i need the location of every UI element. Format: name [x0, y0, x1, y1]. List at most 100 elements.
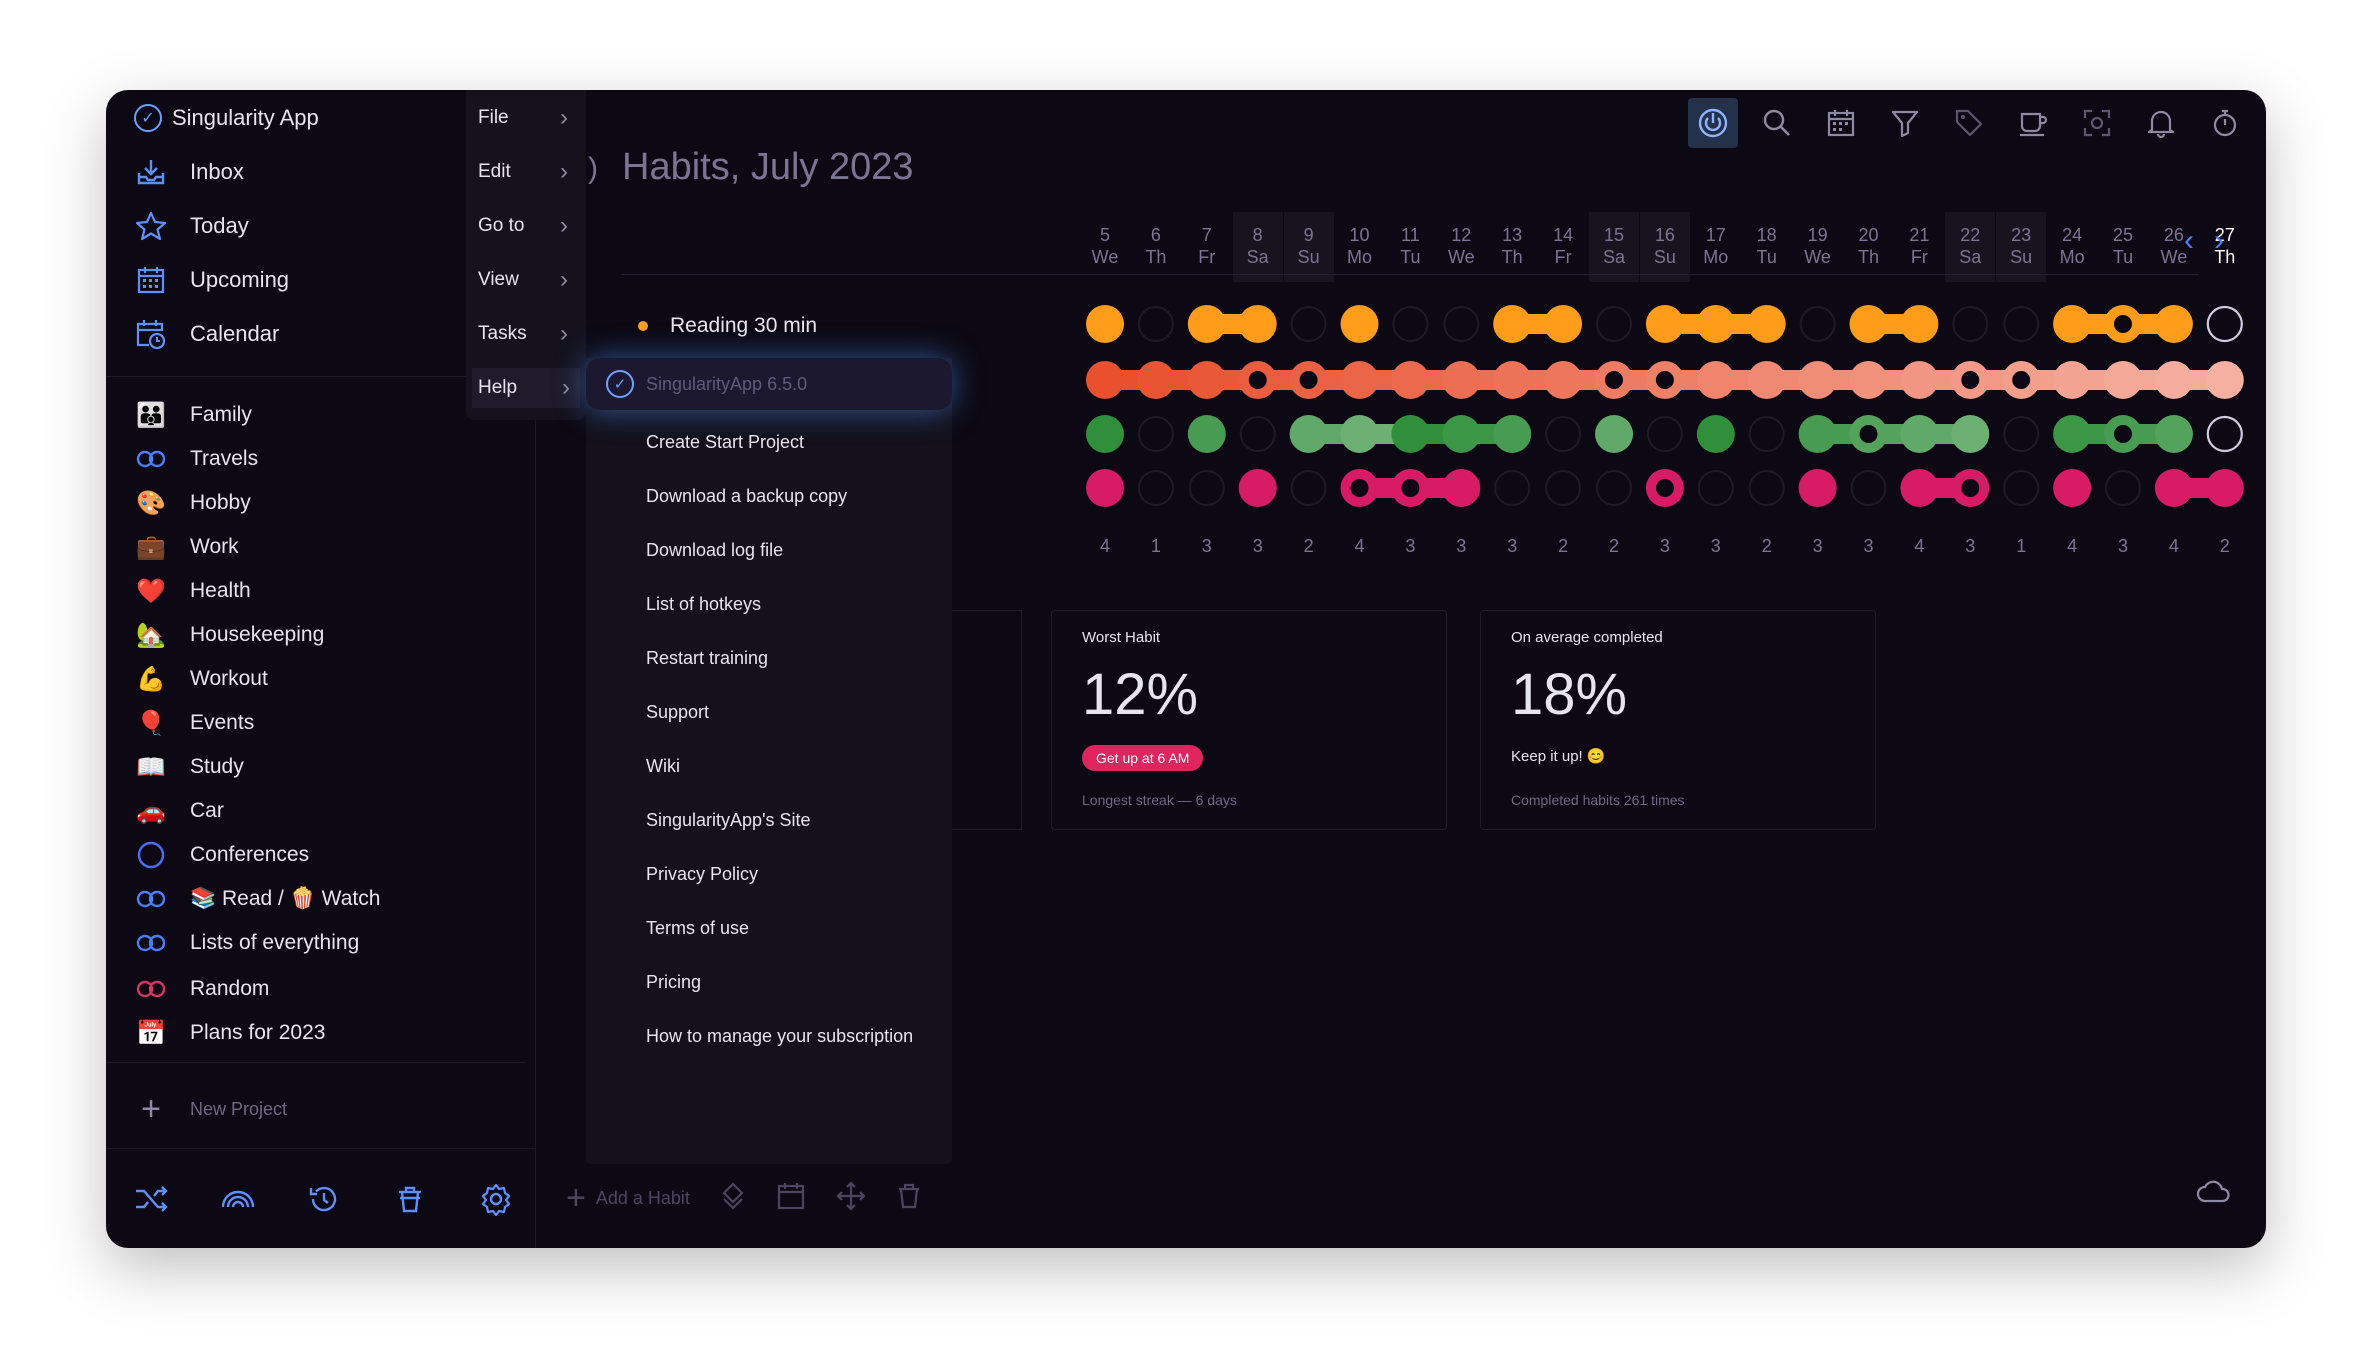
cup-icon[interactable]: [2008, 98, 2058, 148]
habit-day-done[interactable]: [1696, 361, 1735, 399]
habit-day-done[interactable]: [1442, 415, 1481, 453]
project-item[interactable]: 👪 Family: [134, 396, 252, 434]
project-item[interactable]: Travels: [134, 440, 258, 478]
help-menu-item[interactable]: Support: [646, 701, 710, 722]
app-title[interactable]: ✓ Singularity App: [134, 102, 319, 134]
project-item[interactable]: 📅 Plans for 2023: [134, 1014, 325, 1052]
search-icon[interactable]: [1752, 98, 1802, 148]
habit-day-done[interactable]: [1544, 361, 1583, 399]
habit-day-empty[interactable]: [1748, 470, 1785, 506]
habit-day-done[interactable]: [1900, 361, 1939, 399]
habit-name-0[interactable]: Reading 30 min: [638, 314, 817, 338]
habit-day-done[interactable]: [2053, 305, 2092, 343]
habit-day-done[interactable]: [1289, 415, 1328, 453]
help-menu-item[interactable]: List of hotkeys: [646, 593, 762, 614]
habit-day-empty[interactable]: [1952, 306, 1989, 342]
habit-day-done[interactable]: [2154, 469, 2193, 507]
habit-day-done[interactable]: [1493, 305, 1532, 343]
habit-day-done[interactable]: [1696, 415, 1735, 453]
habit-day-done[interactable]: [1187, 415, 1226, 453]
calendar-icon[interactable]: [776, 1181, 806, 1216]
habit-day-empty[interactable]: [2003, 306, 2040, 342]
habit-day-empty[interactable]: [1596, 306, 1632, 342]
habit-day-empty[interactable]: [2105, 470, 2141, 506]
habit-day-done[interactable]: [1849, 361, 1888, 399]
collapse-arrow-icon[interactable]: ): [588, 152, 598, 185]
project-item[interactable]: ❤️ Health: [134, 572, 251, 610]
help-menu-item[interactable]: How to manage your subscription: [646, 1025, 914, 1046]
habit-day-done[interactable]: [1951, 415, 1990, 453]
nav-calendar[interactable]: Calendar: [134, 314, 279, 354]
help-menu-item[interactable]: Download a backup copy: [646, 485, 848, 506]
menu-edit[interactable]: Edit ›: [478, 152, 578, 192]
project-item[interactable]: 🏡 Housekeeping: [134, 616, 324, 654]
habit-day-done[interactable]: [1136, 361, 1175, 399]
menu-view[interactable]: View ›: [478, 260, 578, 300]
tag-icon[interactable]: [1944, 98, 1994, 148]
habit-day-done[interactable]: [1086, 415, 1124, 453]
menu-file[interactable]: File ›: [478, 98, 578, 138]
project-item[interactable]: 🎨 Hobby: [134, 484, 251, 522]
nav-today[interactable]: Today: [134, 206, 249, 246]
history-icon[interactable]: [302, 1177, 346, 1221]
habit-day-done[interactable]: [2205, 469, 2244, 507]
habit-day-done[interactable]: [1900, 469, 1939, 507]
habit-day-done[interactable]: [1798, 361, 1837, 399]
habit-day-done[interactable]: [1696, 305, 1735, 343]
habit-day-done[interactable]: [1086, 361, 1124, 399]
habit-day-empty[interactable]: [2003, 470, 2040, 506]
project-item[interactable]: 🚗 Car: [134, 792, 224, 830]
habit-day-today[interactable]: [2206, 305, 2243, 343]
project-item[interactable]: 📖 Study: [134, 748, 244, 786]
new-project-button[interactable]: + New Project: [134, 1090, 287, 1129]
help-menu-item[interactable]: Privacy Policy: [646, 863, 759, 884]
menu-tasks[interactable]: Tasks ›: [478, 314, 578, 354]
habit-day-empty[interactable]: [1545, 416, 1582, 452]
habit-day-done[interactable]: [2154, 415, 2193, 453]
habit-day-done[interactable]: [1238, 469, 1277, 507]
habit-day-done[interactable]: [1391, 415, 1430, 453]
habit-day-done[interactable]: [1086, 469, 1124, 507]
habit-day-done[interactable]: [1798, 415, 1837, 453]
habit-day-done[interactable]: [2205, 361, 2244, 399]
move-arrows-icon[interactable]: [836, 1180, 866, 1216]
habit-day-empty[interactable]: [1290, 306, 1327, 342]
habit-day-empty[interactable]: [1137, 306, 1174, 342]
habit-day-done[interactable]: [1340, 305, 1379, 343]
bell-icon[interactable]: [2136, 98, 2186, 148]
habit-day-done[interactable]: [1340, 415, 1379, 453]
help-menu-item[interactable]: Terms of use: [646, 917, 750, 938]
menu-go-to[interactable]: Go to ›: [478, 206, 578, 246]
cloud-sync-icon[interactable]: [2196, 1180, 2232, 1209]
habit-day-done[interactable]: [2154, 361, 2193, 399]
habit-day-empty[interactable]: [1443, 306, 1480, 342]
habit-day-done[interactable]: [2053, 469, 2092, 507]
project-item[interactable]: 💪 Workout: [134, 660, 268, 698]
habit-day-done[interactable]: [1747, 305, 1786, 343]
habit-day-done[interactable]: [1798, 469, 1837, 507]
help-menu-item[interactable]: Restart training: [646, 647, 769, 668]
habit-day-done[interactable]: [1391, 361, 1430, 399]
habit-day-empty[interactable]: [1392, 306, 1429, 342]
habit-day-done[interactable]: [1900, 415, 1939, 453]
habit-day-today[interactable]: [2206, 415, 2243, 453]
focus-icon[interactable]: [2072, 98, 2122, 148]
habit-day-empty[interactable]: [1697, 470, 1734, 506]
habit-day-done[interactable]: [1086, 305, 1124, 343]
help-menu-item[interactable]: SingularityApp's Site: [646, 809, 811, 830]
habit-day-done[interactable]: [1340, 361, 1379, 399]
project-item[interactable]: Lists of everything: [134, 924, 359, 962]
habit-day-empty[interactable]: [1188, 470, 1225, 506]
habit-day-done[interactable]: [2053, 415, 2092, 453]
habit-day-done[interactable]: [2104, 361, 2142, 399]
habit-day-empty[interactable]: [2003, 416, 2040, 452]
menu-help[interactable]: Help ›: [472, 368, 580, 408]
habit-day-done[interactable]: [1442, 469, 1481, 507]
project-item[interactable]: Conferences: [134, 836, 309, 874]
project-item[interactable]: 💼 Work: [134, 528, 239, 566]
habit-day-done[interactable]: [1493, 415, 1532, 453]
signal-icon[interactable]: [216, 1177, 260, 1221]
habit-day-empty[interactable]: [1239, 416, 1276, 452]
habit-day-done[interactable]: [1442, 361, 1481, 399]
habit-day-done[interactable]: [1187, 305, 1226, 343]
